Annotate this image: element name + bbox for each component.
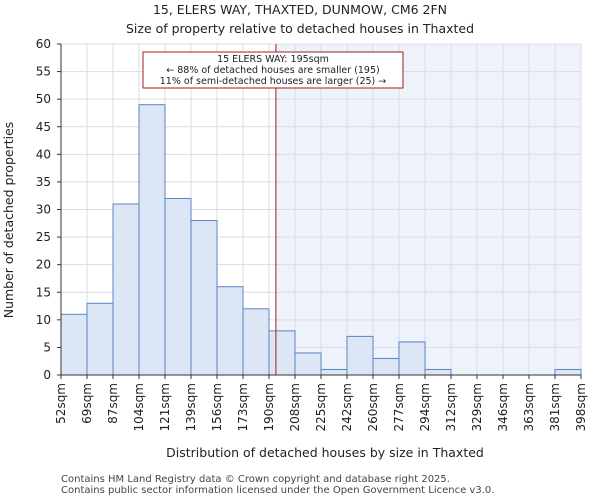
histogram-bar	[294, 352, 322, 376]
histogram-bar	[86, 302, 114, 376]
y-tick-label: 25	[36, 230, 51, 244]
annotation-box	[142, 51, 404, 89]
x-tick-label: 69sqm	[80, 383, 94, 424]
y-axis-label: Number of detached properties	[1, 122, 16, 319]
histogram-bar	[372, 357, 400, 376]
y-tick-label: 10	[36, 313, 51, 327]
x-tick-label: 277sqm	[392, 383, 406, 431]
annotation-title: 15 ELERS WAY: 195sqm	[217, 54, 329, 65]
histogram-bar	[216, 286, 244, 376]
y-tick-label: 20	[36, 258, 51, 272]
histogram-bar	[164, 197, 192, 376]
y-tick-label: 45	[36, 120, 51, 134]
chart-title: 15, ELERS WAY, THAXTED, DUNMOW, CM6 2FN	[153, 2, 447, 17]
y-tick-label: 40	[36, 147, 51, 161]
histogram-bar	[190, 220, 218, 376]
y-tick-label: 5	[43, 340, 51, 354]
x-tick-label: 398sqm	[574, 383, 588, 431]
x-tick-label: 346sqm	[496, 383, 510, 431]
histogram-bar	[60, 313, 88, 376]
y-tick-label: 0	[43, 368, 51, 382]
y-tick-label: 55	[36, 65, 51, 79]
x-tick-label: 242sqm	[340, 383, 354, 431]
annotation-larger: 11% of semi-detached houses are larger (…	[160, 76, 387, 87]
plot-area: 0 5 10 15 20 25 30 35 40 45 50 55 60 52sqm 69sqm 87sqm 1…	[36, 37, 588, 431]
x-tick-label: 190sqm	[262, 383, 276, 431]
x-tick-label: 121sqm	[158, 383, 172, 431]
footer-licence: Contains public sector information licen…	[61, 485, 495, 496]
x-tick-label: 260sqm	[366, 383, 380, 431]
y-tick-label: 30	[36, 203, 51, 217]
x-tick-label: 329sqm	[470, 383, 484, 431]
histogram-bar	[242, 308, 270, 376]
histogram-bar	[268, 330, 296, 376]
annotation-smaller: ← 88% of detached houses are smaller (19…	[166, 65, 379, 76]
x-tick-label: 208sqm	[288, 383, 302, 431]
histogram-bar	[398, 341, 426, 376]
y-tick-label: 60	[36, 37, 51, 51]
x-tick-label: 294sqm	[418, 383, 432, 431]
x-tick-label: 363sqm	[522, 383, 536, 431]
x-tick-label: 173sqm	[236, 383, 250, 431]
y-tick-label: 50	[36, 92, 51, 106]
x-tick-label: 87sqm	[106, 383, 120, 424]
x-tick-label: 139sqm	[184, 383, 198, 431]
histogram-bar	[320, 368, 348, 376]
x-tick-label: 104sqm	[132, 383, 146, 431]
histogram-chart: 15, ELERS WAY, THAXTED, DUNMOW, CM6 2FN …	[1, 2, 588, 460]
x-tick-label: 52sqm	[54, 383, 68, 424]
histogram-bar	[554, 368, 582, 376]
x-axis-label: Distribution of detached houses by size …	[166, 445, 484, 460]
histogram-bar	[346, 335, 374, 376]
x-tick-label: 156sqm	[210, 383, 224, 431]
x-tick-label: 225sqm	[314, 383, 328, 431]
y-tick-label: 15	[36, 285, 51, 299]
footer-copyright: Contains HM Land Registry data © Crown c…	[61, 474, 450, 485]
x-tick-label: 381sqm	[548, 383, 562, 431]
histogram-bar	[112, 203, 140, 376]
y-tick-label: 35	[36, 175, 51, 189]
histogram-bar	[424, 368, 452, 376]
chart-subtitle: Size of property relative to detached ho…	[126, 21, 474, 36]
histogram-bar	[138, 104, 166, 376]
x-tick-label: 312sqm	[444, 383, 458, 431]
